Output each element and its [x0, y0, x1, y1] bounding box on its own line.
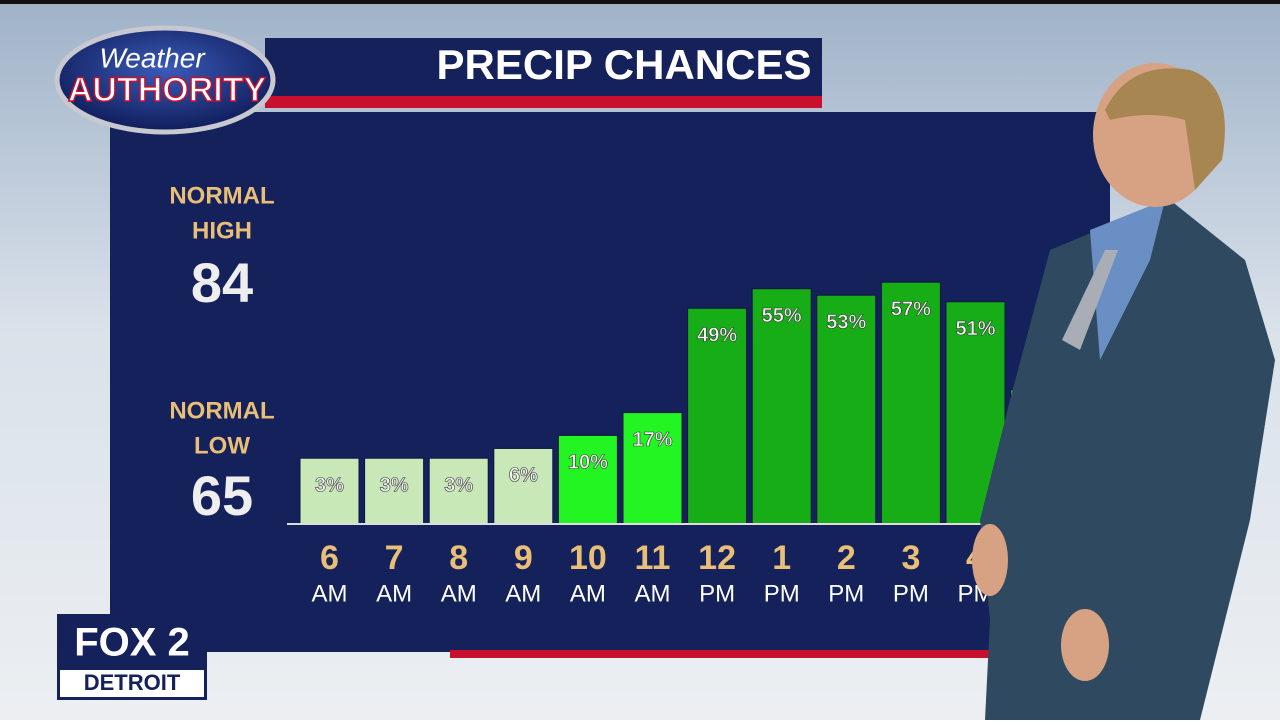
title-stripe — [265, 96, 822, 108]
bar — [751, 288, 812, 525]
value-label: 55% — [762, 305, 802, 327]
bottom-stripe — [450, 650, 995, 658]
value-label: 3% — [444, 475, 473, 497]
normal-value: 65 — [191, 464, 253, 527]
x-tick-label: 10 — [569, 539, 607, 577]
value-label: 17% — [632, 429, 672, 451]
x-tick-period: AM — [441, 580, 477, 607]
value-label: 49% — [697, 325, 737, 347]
x-tick-label: 2 — [837, 539, 856, 577]
normal-value: 84 — [191, 251, 253, 314]
city-box — [60, 670, 204, 697]
panel — [110, 112, 1110, 652]
normal-label: NORMAL — [169, 397, 274, 424]
value-label: 3% — [380, 475, 409, 497]
logo-bottom: AUTHORITY — [68, 71, 267, 109]
normal-label: LOW — [194, 432, 250, 459]
presenter — [972, 63, 1275, 720]
x-tick-label: 9 — [514, 539, 533, 577]
x-tick-period: AM — [570, 580, 606, 607]
x-tick-period: AM — [505, 580, 541, 607]
value-label: 51% — [955, 318, 995, 340]
bar — [816, 294, 877, 525]
x-tick-period: AM — [376, 580, 412, 607]
value-label: 6% — [509, 465, 538, 487]
bar — [364, 457, 425, 525]
x-tick-label: 11 — [635, 539, 671, 577]
network-name: FOX 2 — [74, 621, 190, 665]
bar — [880, 281, 941, 525]
x-tick-label: 6 — [320, 539, 339, 577]
top-edge — [0, 0, 1280, 4]
x-tick-period: PM — [764, 580, 800, 607]
x-tick-period: PM — [893, 580, 929, 607]
bar — [622, 412, 683, 525]
x-tick-period: AM — [635, 580, 671, 607]
x-tick-period: AM — [312, 580, 348, 607]
bar — [299, 457, 360, 525]
x-tick-label: 1 — [772, 539, 791, 577]
x-tick-period: PM — [828, 580, 864, 607]
x-tick-period: PM — [699, 580, 735, 607]
value-label: 3% — [315, 475, 344, 497]
bar — [557, 434, 618, 525]
value-label: 10% — [568, 452, 608, 474]
title-bar — [265, 38, 822, 98]
bar — [493, 447, 554, 525]
chart-title: PRECIP CHANCES — [437, 41, 812, 88]
normal-label: HIGH — [192, 217, 252, 244]
logo-top: Weather — [99, 42, 206, 73]
x-tick-label: 12 — [698, 539, 736, 577]
x-tick-label: 7 — [385, 539, 404, 577]
x-tick-label: 3 — [901, 539, 920, 577]
logo — [54, 25, 276, 135]
value-label: 53% — [826, 312, 866, 334]
normal-label: NORMAL — [169, 182, 274, 209]
x-tick-label: 8 — [449, 539, 468, 577]
value-label: 57% — [891, 298, 931, 320]
bar — [687, 307, 748, 525]
city-name: DETROIT — [84, 670, 181, 695]
